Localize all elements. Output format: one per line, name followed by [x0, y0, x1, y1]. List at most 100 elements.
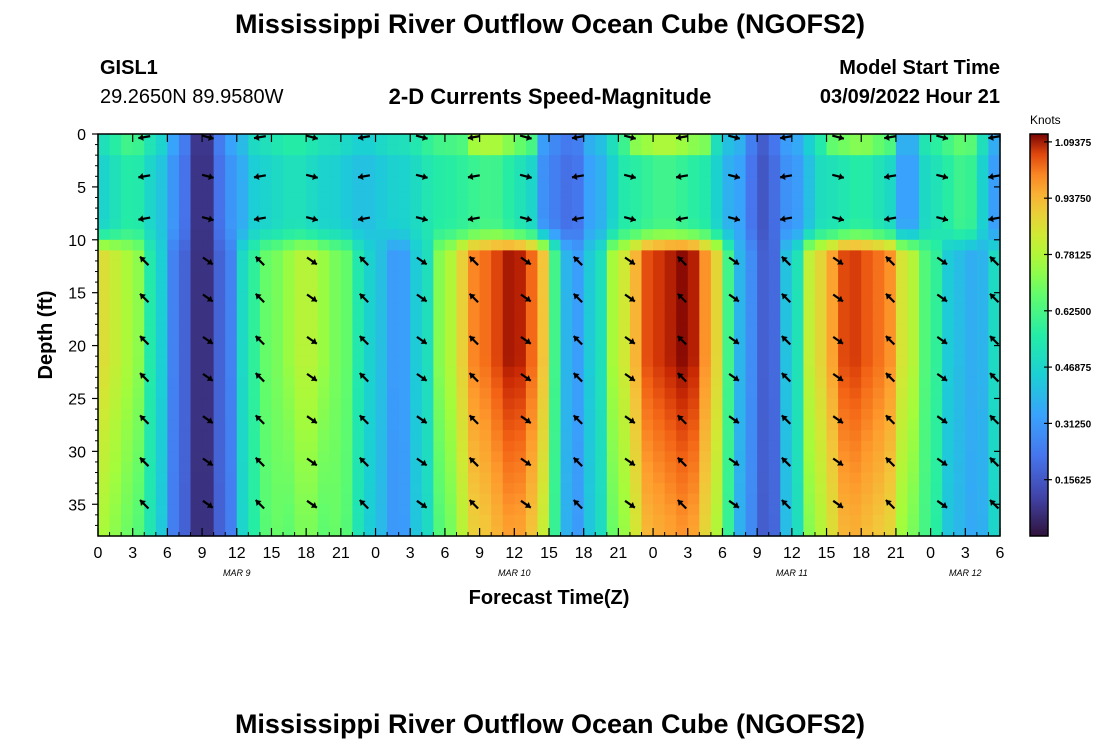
heatmap-cell — [178, 366, 192, 378]
current-vector — [885, 414, 896, 425]
heatmap-cell — [699, 229, 712, 241]
heatmap-cell — [884, 271, 897, 283]
heatmap-cell — [213, 335, 226, 347]
heatmap-cell — [988, 409, 1001, 421]
current-vector — [728, 335, 740, 345]
heatmap-cell — [248, 409, 261, 421]
heatmap-cell — [780, 271, 793, 283]
heatmap-cell — [814, 430, 828, 442]
heatmap-cell — [942, 345, 955, 357]
heatmap-cell — [768, 144, 781, 156]
heatmap-cell — [687, 176, 700, 188]
heatmap-cell — [144, 472, 157, 484]
heatmap-cell — [780, 218, 793, 230]
heatmap-cell — [132, 504, 145, 516]
heatmap-cell — [826, 324, 839, 336]
heatmap-cell — [583, 208, 596, 220]
heatmap-cell — [606, 208, 619, 220]
heatmap-cell — [225, 282, 238, 294]
heatmap-cell — [363, 155, 377, 167]
heatmap-cell — [895, 155, 909, 167]
heatmap-cell — [803, 345, 816, 357]
heatmap-cell — [734, 218, 747, 230]
heatmap-cell — [398, 419, 411, 431]
heatmap-cell — [421, 366, 434, 378]
heatmap-cell — [687, 483, 700, 495]
current-vector — [624, 256, 636, 266]
heatmap-cell — [988, 186, 1001, 199]
heatmap-cell — [537, 493, 550, 505]
heatmap-cell — [121, 218, 134, 230]
heatmap-cell — [768, 229, 781, 241]
heatmap-cell — [884, 514, 897, 527]
current-vector — [624, 372, 636, 382]
current-vector — [936, 372, 948, 382]
heatmap-cell — [456, 514, 469, 527]
heatmap-cell — [236, 271, 249, 283]
heatmap-cell — [225, 419, 238, 431]
heatmap-cell — [953, 134, 966, 146]
heatmap-cell — [213, 186, 226, 199]
heatmap-cell — [259, 260, 273, 273]
heatmap-cell — [190, 409, 203, 421]
heatmap-cell — [537, 176, 550, 188]
heatmap-cell — [468, 440, 481, 452]
heatmap-cell — [502, 271, 515, 283]
heatmap-cell — [976, 186, 990, 199]
heatmap-cell — [236, 165, 249, 177]
heatmap-cell — [144, 430, 157, 442]
current-vector — [936, 134, 949, 141]
heatmap-cell — [144, 440, 157, 452]
heatmap-cell — [259, 409, 273, 421]
heatmap-cell — [572, 282, 585, 294]
heatmap-cell — [676, 409, 689, 421]
heatmap-cell — [757, 356, 770, 368]
heatmap-cell — [329, 197, 342, 209]
heatmap-cell — [953, 155, 966, 167]
heatmap-cell — [387, 366, 400, 378]
heatmap-cell — [329, 208, 342, 220]
heatmap-cell — [884, 186, 897, 199]
heatmap-cell — [976, 377, 990, 389]
current-vector — [254, 292, 265, 303]
heatmap-cell — [618, 260, 631, 273]
heatmap-cell — [537, 345, 550, 357]
heatmap-cell — [734, 419, 747, 431]
current-vector — [936, 215, 949, 223]
heatmap-cell — [98, 313, 111, 326]
heatmap-cell — [294, 197, 307, 209]
heatmap-cell — [826, 345, 839, 357]
heatmap-cell — [363, 165, 377, 177]
heatmap-cell — [641, 303, 654, 315]
heatmap-cell — [433, 387, 446, 400]
heatmap-cell — [225, 472, 238, 484]
heatmap-cell — [514, 525, 527, 537]
heatmap-cell — [745, 419, 758, 431]
heatmap-cell — [606, 260, 619, 273]
heatmap-cell — [155, 144, 168, 156]
heatmap-cell — [849, 472, 862, 484]
heatmap-cell — [410, 134, 423, 146]
heatmap-cell — [849, 218, 862, 230]
heatmap-cell — [283, 472, 296, 484]
heatmap-cell — [98, 324, 111, 336]
heatmap-cell — [98, 134, 111, 146]
heatmap-cell — [340, 197, 354, 209]
heatmap-cell — [259, 398, 273, 410]
heatmap-cell — [768, 387, 781, 400]
heatmap-cell — [664, 377, 677, 389]
heatmap-cell — [456, 451, 469, 463]
current-vector — [936, 499, 948, 509]
heatmap-cell — [930, 430, 943, 442]
heatmap-cell — [676, 525, 689, 537]
heatmap-cell — [294, 451, 307, 463]
heatmap-cell — [641, 134, 654, 146]
heatmap-cell — [872, 165, 885, 177]
current-vector — [416, 293, 428, 303]
heatmap-cell — [884, 239, 897, 251]
heatmap-cell — [294, 176, 307, 188]
heatmap-cell — [942, 398, 955, 410]
heatmap-cell — [375, 483, 388, 495]
heatmap-cell — [294, 271, 307, 283]
heatmap-cell — [178, 155, 192, 167]
